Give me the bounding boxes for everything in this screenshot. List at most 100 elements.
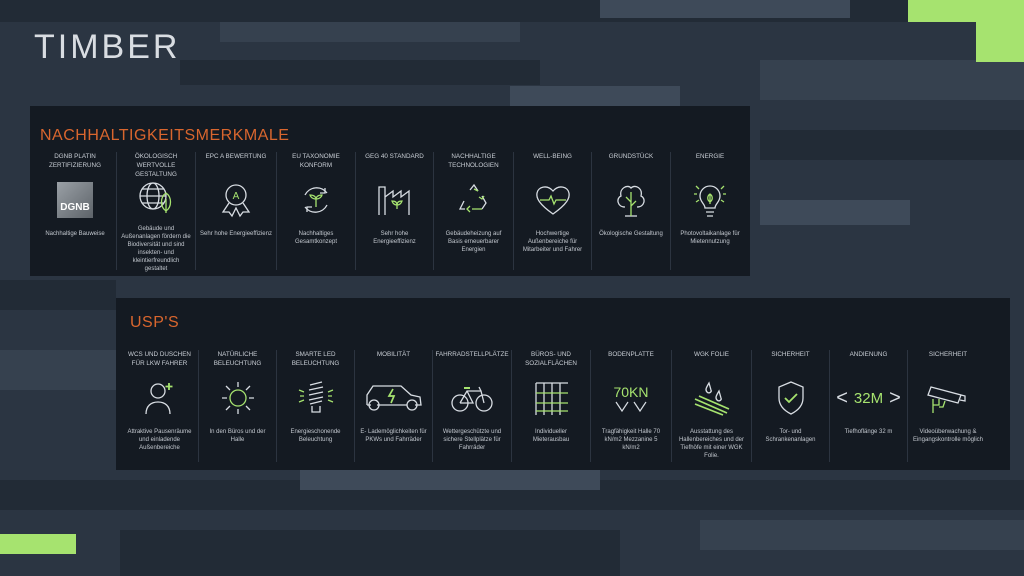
feature-description: Tragfähigkeit Halle 70 kN/m2 Mezzanine 5… [601,429,661,451]
svg-text:A: A [233,191,240,202]
feature-heading: WGK FOLIE [694,351,729,358]
feature-shield-check: SICHERHEIT Tor- und Schrankenanlagen [752,350,830,462]
bicycle-icon [451,378,493,418]
bg-block [120,530,620,576]
factory-plant-icon [375,180,415,220]
bg-block [760,130,1024,160]
feature-heading: ENERGIE [695,153,725,160]
globe-leaf-icon [136,179,176,215]
bg-block [0,0,1024,22]
feature-cctv: SICHERHEIT Videoüberwachung & Eingangsko… [908,350,988,462]
sustainability-features: DGNB PLATIN ZERTIFIZIERUNG DGNB Nachhalt… [34,152,749,272]
feature-heading: ANDIENUNG [849,351,888,358]
feature-electric-car: MOBILITÄT E- Lademöglichkeiten für PKWs … [355,350,433,462]
feature-description: Gebäude und Außenanlagen fördern die Bio… [121,226,191,272]
feature-factory-plant: GEG 40 STANDARD Sehr hohe Energieeffizie… [356,152,434,270]
cctv-icon [927,378,968,418]
feature-description: Attraktive Pausenräume und einladende Au… [127,429,192,451]
load-icon: 70KN [611,378,651,418]
feature-recycle: NACHHALTIGE TECHNOLOGIEN Gebäudeheizung … [434,152,514,270]
feature-heart-pulse: WELL-BEING Hochwertige Außenbereiche für… [514,152,592,270]
feature-description: Nachhaltige Bauweise [45,231,105,237]
bg-block [0,350,116,390]
bulb-leaf-icon [690,180,730,220]
feature-description: Energieschonende Beleuchtung [290,429,341,443]
bg-block [600,0,850,18]
feature-heading: SICHERHEIT [928,351,968,358]
section-title: NACHHALTIGKEITSMERKMALE [40,127,290,144]
user-plus-icon [140,378,180,418]
bg-block [0,280,116,310]
feature-tree: GRUNDSTÜCK Ökologische Gestaltung [592,152,671,270]
feature-load: BODENPLATTE 70KN Tragfähigkeit Halle 70 … [591,350,672,462]
accent-block [908,0,1024,22]
feature-dgnb-logo: DGNB PLATIN ZERTIFIZIERUNG DGNB Nachhalt… [34,152,117,270]
feature-heading: EPC A BEWERTUNG [205,153,267,160]
feature-globe-leaf: ÖKOLOGISCH WERTVOLLE GESTALTUNG Gebäude … [117,152,196,272]
dgnb-logo-icon: DGNB [55,180,95,220]
accent-block [0,534,76,554]
led-bulb-icon [296,378,336,418]
feature-drops-foil: WGK FOLIE Ausstattung des Hallenbereiche… [672,350,752,462]
feature-heading: GEG 40 STANDARD [365,153,424,160]
feature-description: Sehr hohe Energieeffizienz [200,231,272,237]
feature-description: Videoüberwachung & Eingangskontrolle mög… [912,429,984,443]
bg-block [510,86,680,106]
feature-heading: BODENPLATTE [608,351,654,358]
width-value: 32M [853,389,884,407]
feature-heading: BÜROS- UND SOZIALFLÄCHEN [525,351,577,367]
feature-user-plus: WCS UND DUSCHEN FÜR LKW FAHRER Attraktiv… [121,350,199,462]
feature-description: Wettergeschützte und sichere Stellplätze… [442,429,502,451]
feature-description: Tiefhoflänge 32 m [844,429,893,435]
feature-description: Ausstattung des Hallenbereiches und der … [678,429,745,459]
feature-heading: GRUNDSTÜCK [608,153,654,160]
feature-heading: FAHRRADSTELLPLÄTZE [435,351,509,358]
usp-features: WCS UND DUSCHEN FÜR LKW FAHRER Attraktiv… [121,350,988,462]
timber-logo: TIMBER [34,28,181,66]
feature-description: Gebäudeheizung auf Basis erneuerbarer En… [445,231,502,253]
feature-heading: NATÜRLICHE BELEUCHTUNG [213,351,262,367]
feature-bicycle: FAHRRADSTELLPLÄTZE Wettergeschützte und … [433,350,512,462]
bg-block [700,520,1024,550]
feature-heading: NACHHALTIGE TECHNOLOGIEN [448,153,499,169]
drops-foil-icon [692,378,732,418]
feature-description: Hochwertige Außenbereiche für Mitarbeite… [522,231,583,253]
electric-car-icon [365,378,422,418]
feature-grid: BÜROS- UND SOZIALFLÄCHEN Individueller M… [512,350,591,462]
bg-block [760,200,910,225]
feature-led-bulb: SMARTE LED BELEUCHTUNG Energieschonende … [277,350,355,462]
feature-description: Photovoltaikanlage für Mietennutzung [680,231,740,245]
feature-description: Individueller Mieterausbau [532,429,570,443]
heart-pulse-icon [533,180,573,220]
width-icon: <32M > [836,386,901,409]
award-icon: A [216,180,256,220]
feature-description: Ökologische Gestaltung [599,231,663,237]
recycle-icon [454,180,494,220]
bg-block [180,60,540,85]
sun-icon [218,378,258,418]
feature-award: EPC A BEWERTUNG A Sehr hohe Energieeffiz… [196,152,277,270]
feature-heading: SMARTE LED BELEUCHTUNG [291,351,340,367]
sustainability-panel [30,106,750,276]
feature-heading: EU TAXONOMIE KONFORM [292,153,340,169]
feature-heading: WCS UND DUSCHEN FÜR LKW FAHRER [128,351,191,367]
shield-check-icon [771,378,811,418]
bg-block [300,470,600,490]
feature-sun: NATÜRLICHE BELEUCHTUNG In den Büros und … [199,350,277,462]
feature-description: Sehr hohe Energieeffizienz [373,231,416,245]
feature-cycle-plant: EU TAXONOMIE KONFORM Nachhaltiges Gesamt… [277,152,356,270]
feature-heading: DGNB PLATIN ZERTIFIZIERUNG [48,153,101,169]
feature-description: Nachhaltiges Gesamtkonzept [294,231,338,245]
feature-description: In den Büros und der Halle [209,429,266,443]
load-value: 70KN [613,384,649,400]
tree-icon [611,180,651,220]
feature-heading: ÖKOLOGISCH WERTVOLLE GESTALTUNG [134,153,178,178]
feature-heading: MOBILITÄT [376,351,411,358]
feature-heading: WELL-BEING [533,153,572,160]
accent-block [976,22,1024,62]
feature-width: ANDIENUNG <32M > Tiefhoflänge 32 m [830,350,908,462]
feature-description: E- Lademöglichkeiten für PKWs und Fahrrä… [360,429,427,443]
feature-bulb-leaf: ENERGIE Photovoltaikanlage für Mietennut… [671,152,749,270]
grid-icon [531,378,571,418]
bg-block [760,60,1024,100]
